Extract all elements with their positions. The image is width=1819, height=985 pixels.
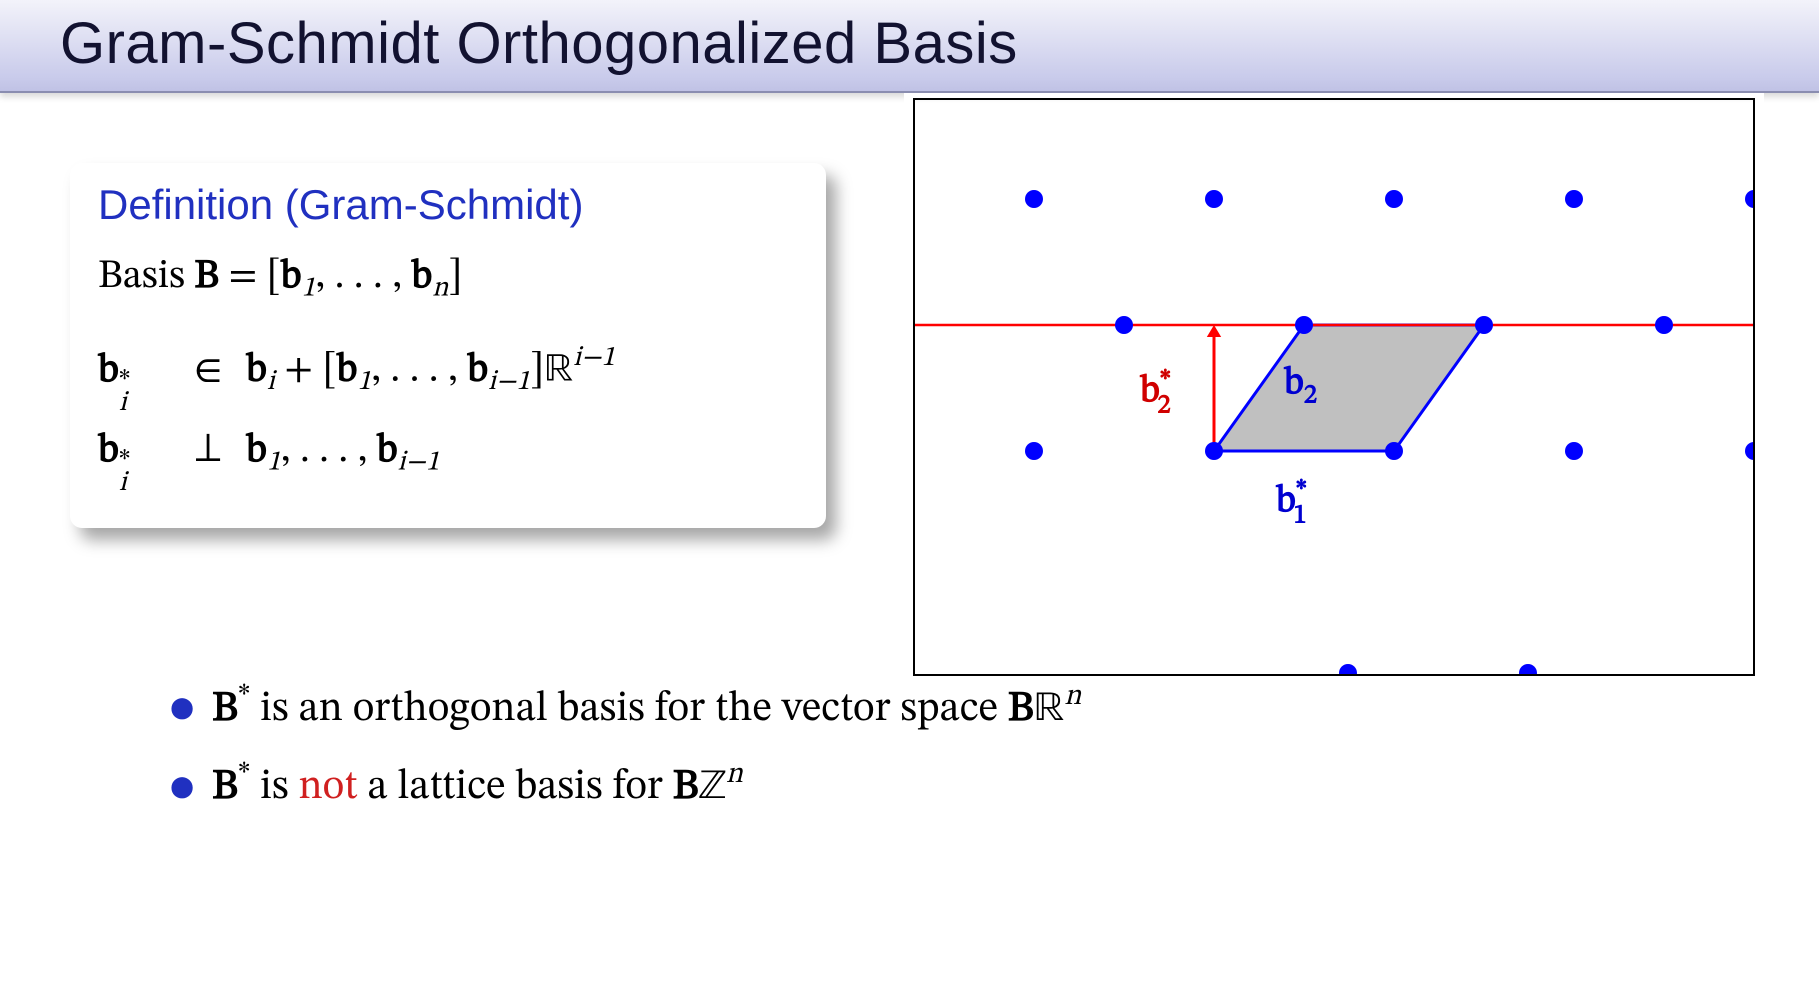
b2-BZ-n: n xyxy=(726,760,743,789)
basis-b1-b: b xyxy=(281,257,302,297)
row1-lhs-i: i xyxy=(119,392,130,414)
row1-plus: + [ xyxy=(275,351,337,391)
lattice-diagram: b*2b2b*1 xyxy=(904,93,1764,683)
basis-close: ] xyxy=(448,257,462,297)
def-rows: b*i ∈ bi + [b1, . . . , bi−1]ℝi−1 b*i ⊥ … xyxy=(98,337,798,494)
row2-b1-1: 1 xyxy=(267,448,281,476)
lattice-point xyxy=(1205,190,1223,208)
label-b1star: b*1 xyxy=(1275,479,1307,530)
b2-Bstar-star: * xyxy=(238,760,250,789)
basis-line: Basis B = [b1, . . . , bn] xyxy=(98,247,798,309)
row1-b1-1: 1 xyxy=(357,368,371,396)
row2-b1-b: b xyxy=(246,431,267,471)
row1-close: ] xyxy=(530,351,544,391)
slide-title: Gram-Schmidt Orthogonalized Basis xyxy=(60,10,1759,77)
basis-dots: , . . . , xyxy=(315,257,411,297)
b1-Bstar-B: B xyxy=(212,688,238,730)
row1-rel: ∈ xyxy=(188,341,228,401)
row2-rel: ⊥ xyxy=(188,421,228,481)
bullet-dot-icon: ● xyxy=(170,695,194,723)
row1-bim1-b: b xyxy=(467,351,488,391)
row2-bim1-sub: i−1 xyxy=(398,448,440,476)
row1-R: ℝ xyxy=(544,351,573,391)
lattice-point xyxy=(1025,190,1043,208)
b2-BZ-B: B xyxy=(673,767,699,809)
lattice-point xyxy=(1565,442,1583,460)
row1-bim1-sub: i−1 xyxy=(488,368,530,396)
lattice-point xyxy=(1385,442,1403,460)
def-row-2: b*i ⊥ b1, . . . , bi−1 xyxy=(98,421,798,495)
basis-bn-b: b xyxy=(411,257,432,297)
row1-dots: , . . . , xyxy=(371,351,467,391)
b1-BR-B: B xyxy=(1008,688,1034,730)
b1-mid: is an orthogonal basis for the vector sp… xyxy=(250,688,1008,730)
b1-Bstar-star: * xyxy=(238,682,250,711)
row2-dots: , . . . , xyxy=(281,431,377,471)
definition-block: Definition (Gram-Schmidt) Basis B = [b1,… xyxy=(70,163,826,528)
definition-heading: Definition (Gram-Schmidt) xyxy=(98,181,798,229)
content-area: Definition (Gram-Schmidt) Basis B = [b1,… xyxy=(0,93,1819,978)
basis-b1-1: 1 xyxy=(302,274,316,302)
lattice-point xyxy=(1025,442,1043,460)
row1-R-exp: i−1 xyxy=(573,344,615,372)
basis-bn-n: n xyxy=(432,274,448,302)
row2-lhs-subsup: *i xyxy=(119,450,130,495)
row1-bi-i: i xyxy=(267,368,275,396)
slide: Gram-Schmidt Orthogonalized Basis Defini… xyxy=(0,0,1819,985)
row2-lhs: b*i xyxy=(98,421,170,495)
row1-b1-b: b xyxy=(336,351,357,391)
lattice-point xyxy=(1295,316,1313,334)
row2-lhs-b: b xyxy=(98,431,119,471)
bullet-1-text: B* is an orthogonal basis for the vector… xyxy=(212,673,1081,743)
bullet-1: ● B* is an orthogonal basis for the vect… xyxy=(170,673,1081,743)
basis-prefix: Basis xyxy=(98,257,194,297)
bullet-dot-icon: ● xyxy=(170,774,194,802)
bullet-2: ● B* is not a lattice basis for Bℤn xyxy=(170,751,1081,821)
row1-rhs: bi + [b1, . . . , bi−1]ℝi−1 xyxy=(246,337,615,403)
basis-B: B xyxy=(194,257,219,297)
bullet-2-text: B* is not a lattice basis for Bℤn xyxy=(212,751,743,821)
b2star-arrowhead-icon xyxy=(1207,325,1221,337)
b2-not: not xyxy=(298,767,357,809)
basis-eq: = [ xyxy=(219,257,281,297)
b1-BR-R: ℝ xyxy=(1034,688,1065,730)
lattice-point xyxy=(1565,190,1583,208)
lattice-point xyxy=(1655,316,1673,334)
lattice-point xyxy=(1205,442,1223,460)
row2-bim1-b: b xyxy=(377,431,398,471)
row1-lhs-b: b xyxy=(98,351,119,391)
lattice-point xyxy=(1475,316,1493,334)
title-bar: Gram-Schmidt Orthogonalized Basis xyxy=(0,0,1819,93)
b2-mid1: is xyxy=(250,767,298,809)
b2-BZ-Z: ℤ xyxy=(699,767,726,809)
row2-rhs: b1, . . . , bi−1 xyxy=(246,421,440,483)
b1-BR-n: n xyxy=(1064,682,1081,711)
b2-Bstar-B: B xyxy=(212,767,238,809)
lattice-point xyxy=(1115,316,1133,334)
parallelogram xyxy=(1214,325,1484,451)
label-b2star: b*2 xyxy=(1139,369,1171,420)
b2-mid2: a lattice basis for xyxy=(358,767,673,809)
spacer xyxy=(98,309,798,331)
row1-bi-b: b xyxy=(246,351,267,391)
row1-lhs-subsup: *i xyxy=(119,370,130,415)
row1-lhs: b*i xyxy=(98,341,170,415)
lattice-point xyxy=(1385,190,1403,208)
row2-lhs-i: i xyxy=(119,472,130,494)
def-row-1: b*i ∈ bi + [b1, . . . , bi−1]ℝi−1 xyxy=(98,337,798,414)
bullet-list: ● B* is an orthogonal basis for the vect… xyxy=(170,673,1081,830)
